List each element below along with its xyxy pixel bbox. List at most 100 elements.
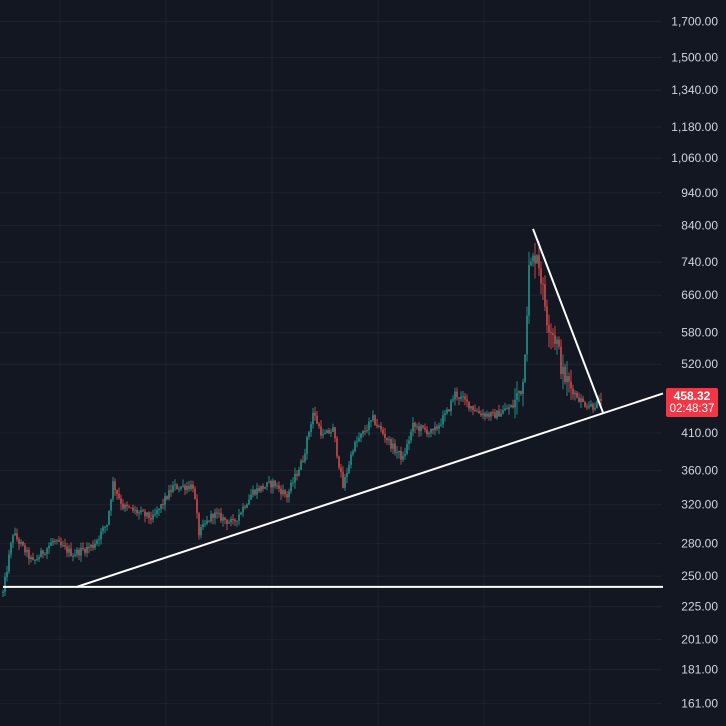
candle: [276, 482, 278, 490]
candle: [526, 306, 528, 362]
candle: [210, 510, 212, 524]
candle: [536, 254, 538, 264]
candle: [482, 409, 484, 419]
candle: [522, 378, 524, 407]
candle: [206, 515, 208, 526]
candle: [40, 547, 42, 558]
candle: [14, 527, 16, 537]
candle: [160, 503, 162, 514]
candle: [122, 499, 124, 511]
candle: [102, 525, 104, 535]
candle: [452, 395, 454, 403]
candle: [576, 390, 578, 399]
candle: [568, 372, 570, 393]
candle: [204, 520, 206, 528]
candle: [502, 405, 504, 415]
candle: [336, 435, 338, 459]
y-tick-label: 1,060.00: [671, 151, 718, 165]
candle: [236, 520, 238, 527]
candle: [46, 546, 48, 560]
candle: [172, 481, 174, 494]
candle: [290, 479, 292, 494]
candle: [66, 542, 68, 558]
candle: [508, 404, 510, 415]
candle: [26, 546, 28, 558]
candle: [342, 466, 344, 489]
candle: [562, 354, 564, 390]
candle: [584, 400, 586, 408]
candle: [176, 483, 178, 490]
candle: [304, 448, 306, 464]
candle: [496, 410, 498, 420]
candle: [322, 428, 324, 439]
candle: [388, 435, 390, 446]
candle: [320, 419, 322, 439]
candle: [256, 482, 258, 499]
candle: [298, 466, 300, 477]
candle: [186, 481, 188, 494]
falling-trendline[interactable]: [532, 228, 604, 413]
rising-trendline[interactable]: [76, 392, 664, 588]
candle: [212, 513, 214, 525]
candle: [484, 411, 486, 421]
candle: [418, 421, 420, 438]
candle: [60, 537, 62, 548]
candle: [328, 427, 330, 435]
candle: [202, 519, 204, 531]
candle: [412, 417, 414, 437]
candle: [504, 402, 506, 412]
candle: [104, 525, 106, 534]
candle: [392, 437, 394, 455]
candle: [166, 495, 168, 501]
candle: [334, 427, 336, 443]
candle: [110, 498, 112, 516]
candle: [414, 421, 416, 433]
y-tick-label: 161.00: [681, 697, 718, 711]
candle: [208, 520, 210, 523]
candle: [356, 436, 358, 448]
candle: [476, 408, 478, 413]
candle: [288, 488, 290, 503]
candle: [550, 323, 552, 350]
y-tick-label: 1,700.00: [671, 14, 718, 28]
candle: [566, 360, 568, 397]
candle: [374, 414, 376, 427]
candle: [96, 538, 98, 546]
y-axis: 161.00 181.00 201.00 225.00 250.00 280.00 320.…: [671, 14, 718, 710]
candle: [524, 354, 526, 384]
candle: [130, 507, 132, 509]
candle: [24, 542, 26, 556]
candle: [214, 508, 216, 525]
candle: [94, 539, 96, 551]
candle: [512, 399, 514, 409]
candle: [282, 484, 284, 497]
candle: [106, 524, 108, 531]
candle: [144, 508, 146, 523]
candle: [294, 467, 296, 489]
candle: [286, 491, 288, 503]
candle: [370, 419, 372, 428]
candle: [74, 549, 76, 558]
candle: [434, 421, 436, 436]
y-tick-label: 1,340.00: [671, 83, 718, 97]
candle: [312, 407, 314, 429]
candle: [170, 484, 172, 497]
candle: [18, 536, 20, 550]
candle: [490, 411, 492, 421]
candle: [48, 542, 50, 554]
candle: [586, 403, 588, 410]
candle: [396, 445, 398, 459]
candle: [340, 463, 342, 478]
candle: [470, 405, 472, 413]
candle: [142, 508, 144, 512]
candle: [238, 509, 240, 525]
candles: [2, 241, 602, 598]
candle: [420, 423, 422, 437]
candle: [188, 480, 190, 492]
candle: [438, 422, 440, 435]
candle: [350, 451, 352, 469]
candle: [464, 392, 466, 406]
candle: [494, 408, 496, 419]
trendlines: [3, 228, 664, 588]
